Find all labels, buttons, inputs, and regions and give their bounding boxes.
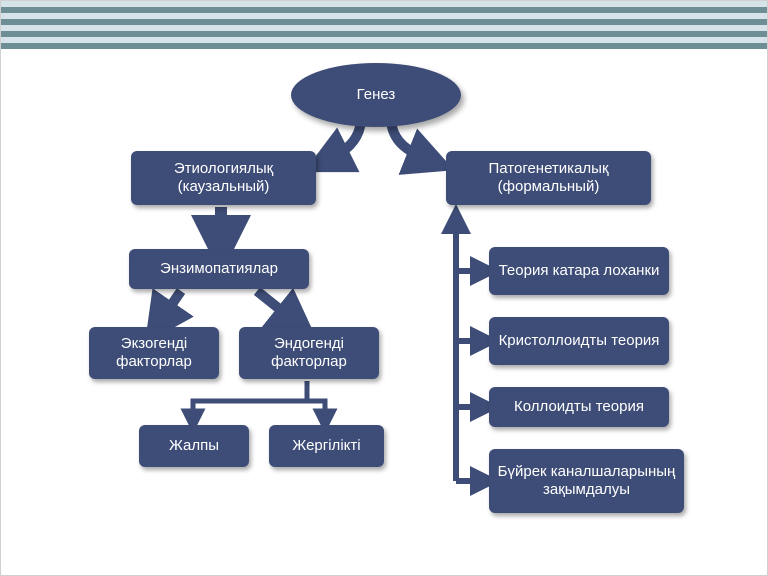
node-theory-3: Коллоидты теория [489,387,669,427]
node-root: Генез [291,63,461,127]
node-label: Этиологиялық (каузальный) [137,160,310,196]
node-theory-4: Бүйрек каналшаларының зақымдалуы [489,449,684,513]
node-label: Жергілікті [292,437,360,455]
header-stripes [1,1,767,51]
node-theory-1: Теория катара лоханки [489,247,669,295]
node-pathogenetic: Патогенетикалық (формальный) [446,151,651,205]
node-enzymopathies: Энзимопатиялар [129,249,309,289]
node-label: Теория катара лоханки [499,262,660,280]
node-label: Жалпы [169,437,219,455]
diagram-frame: Генез Этиологиялық (каузальный) Патогене… [0,0,768,576]
node-label: Эндогенді факторлар [245,335,373,371]
node-label: Экзогенді факторлар [95,335,213,371]
node-etiological: Этиологиялық (каузальный) [131,151,316,205]
node-label: Коллоидты теория [514,398,644,416]
node-label: Бүйрек каналшаларының зақымдалуы [495,463,678,499]
node-endogenous: Эндогенді факторлар [239,327,379,379]
node-label: Генез [357,86,396,104]
node-exogenous: Экзогенді факторлар [89,327,219,379]
node-label: Патогенетикалық (формальный) [452,160,645,196]
node-label: Кристоллоидты теория [499,332,660,350]
node-theory-2: Кристоллоидты теория [489,317,669,365]
node-label: Энзимопатиялар [160,260,278,278]
node-general: Жалпы [139,425,249,467]
node-local: Жергілікті [269,425,384,467]
